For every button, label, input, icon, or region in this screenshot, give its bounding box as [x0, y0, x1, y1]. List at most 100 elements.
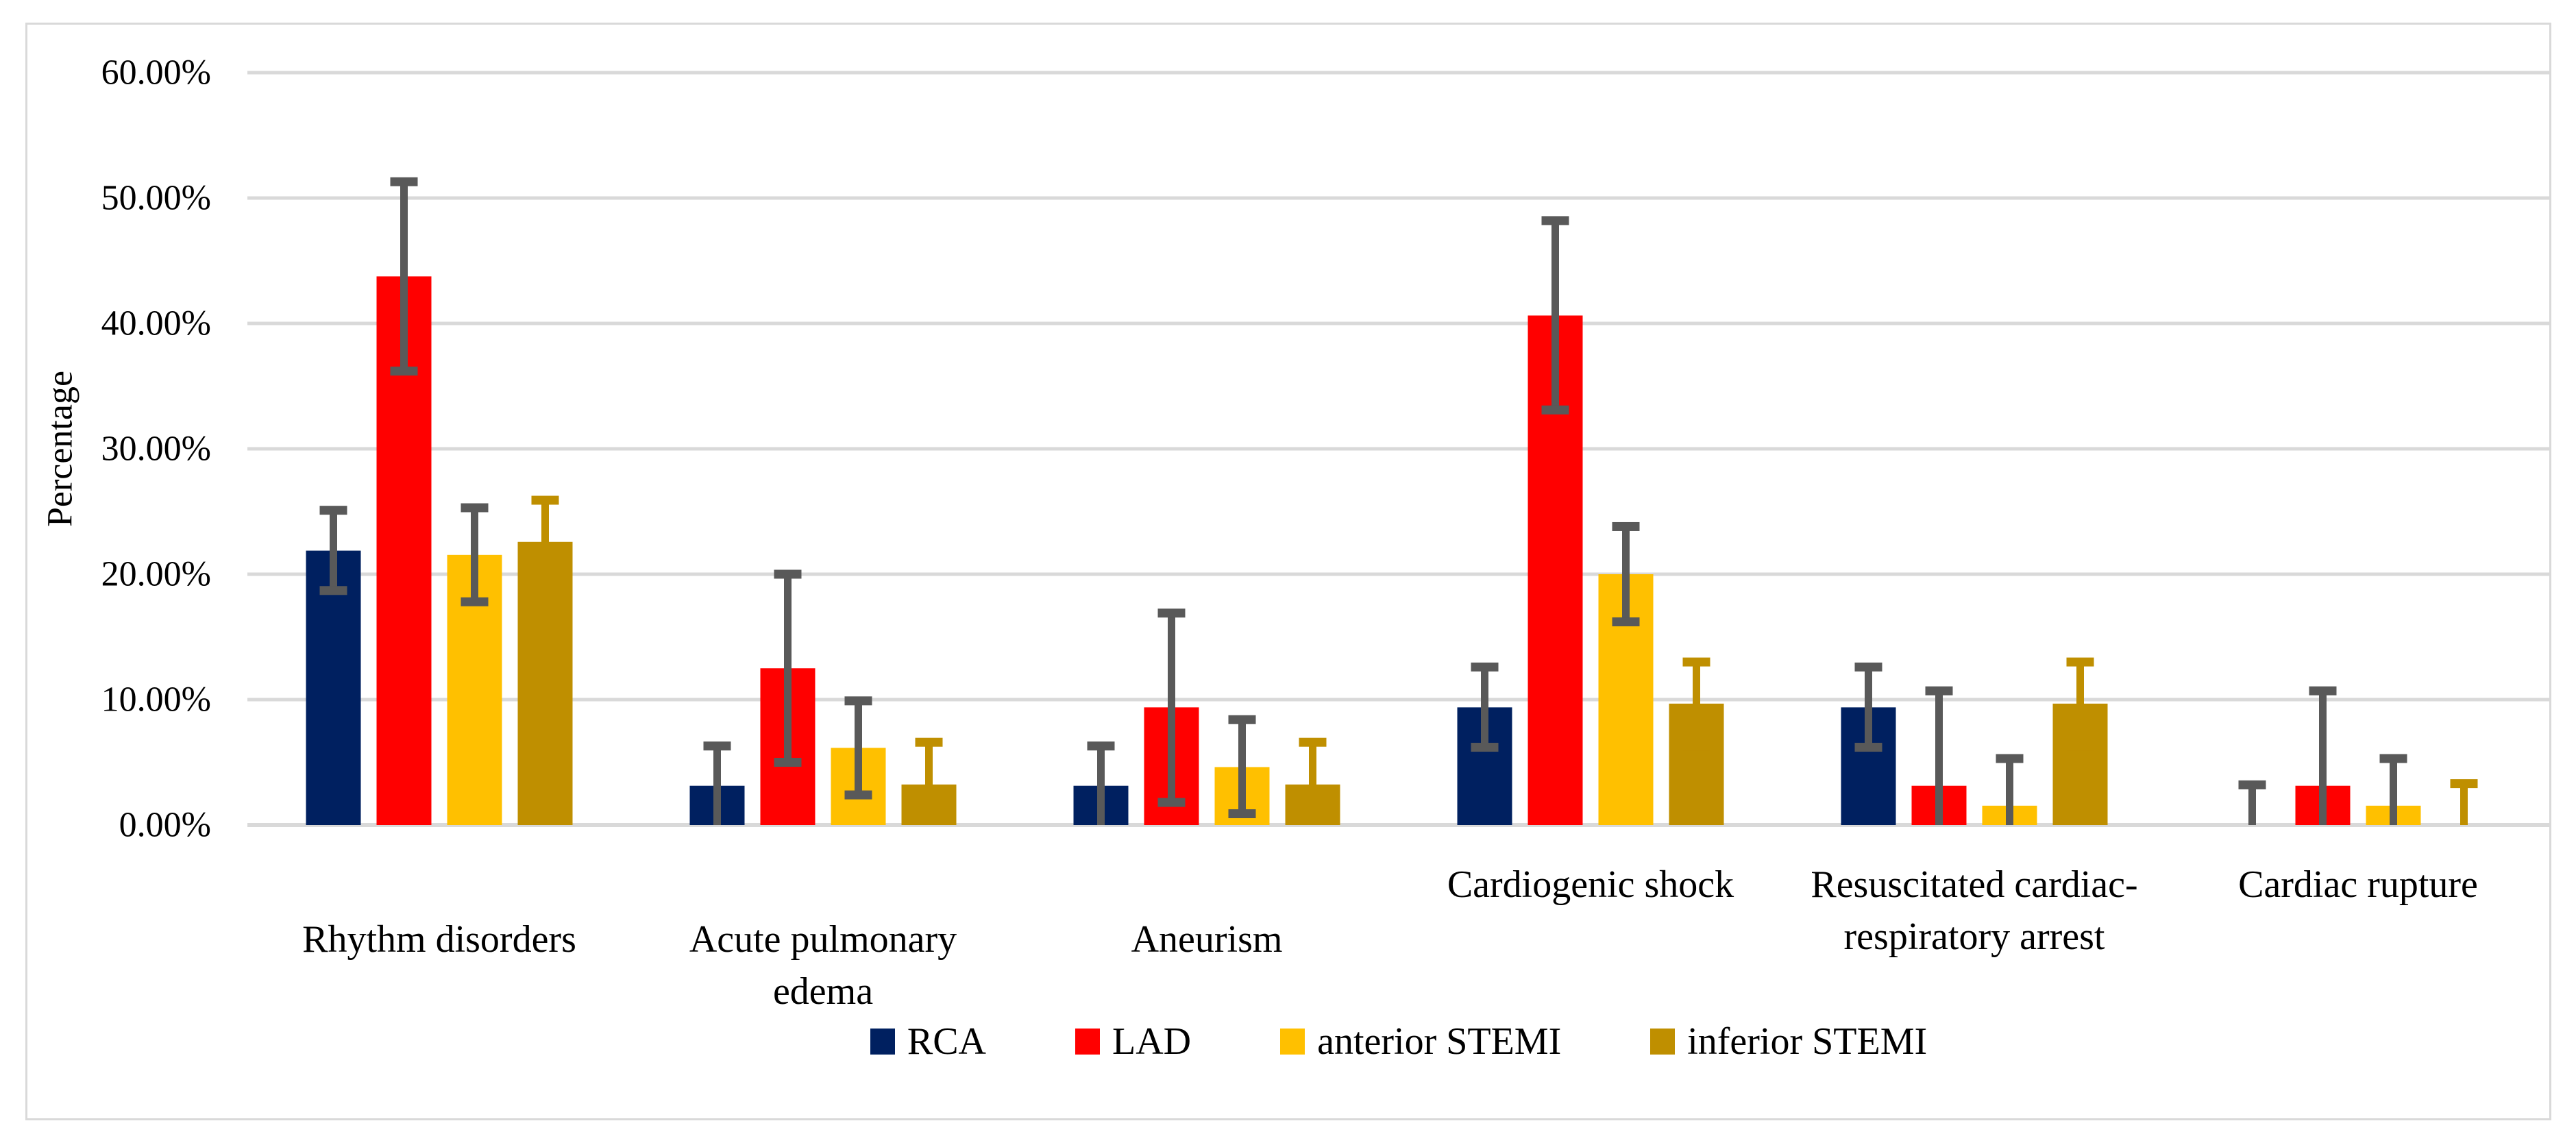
- legend-item-anterior-stemi: anterior STEMI: [1280, 1020, 1561, 1063]
- category-label-acute-pulmonary-edema: edema: [773, 970, 873, 1013]
- error-bar-anterior-stemi-resuscitated-cardiac-respiratory-arrest-cap-top: [1996, 754, 2024, 763]
- gridline: [247, 196, 2550, 200]
- error-bar-anterior-stemi-cardiogenic-shock: [1622, 526, 1630, 622]
- error-bar-inferior-stemi-cardiac-rupture-cap-top: [2450, 779, 2478, 789]
- legend-swatch-rca: [870, 1029, 895, 1055]
- error-bar-lad-cardiogenic-shock-cap-top: [1541, 216, 1569, 225]
- error-bar-rca-acute-pulmonary-edema: [713, 746, 721, 825]
- error-bar-inferior-stemi-cardiogenic-shock: [1693, 662, 1700, 746]
- y-tick-label: 20.00%: [101, 555, 211, 594]
- error-bar-inferior-stemi-cardiogenic-shock-cap-bottom: [1682, 741, 1710, 751]
- bar-rca-rhythm-disorders: [306, 550, 361, 825]
- error-bar-anterior-stemi-cardiac-rupture: [2390, 759, 2397, 825]
- error-bar-anterior-stemi-rhythm-disorders: [471, 508, 478, 602]
- gridline: [247, 572, 2550, 576]
- error-bar-anterior-stemi-resuscitated-cardiac-respiratory-arrest: [2006, 759, 2013, 825]
- error-bar-rca-aneurism: [1097, 746, 1105, 825]
- error-bar-inferior-stemi-rhythm-disorders-cap-top: [531, 495, 559, 505]
- error-bar-rca-cardiogenic-shock-cap-bottom: [1471, 743, 1499, 752]
- error-bar-rca-rhythm-disorders-cap-top: [319, 506, 347, 515]
- gridline: [247, 447, 2550, 451]
- error-bar-inferior-stemi-acute-pulmonary-edema-cap-top: [915, 737, 943, 747]
- error-bar-inferior-stemi-aneurism: [1309, 742, 1316, 825]
- error-bar-lad-acute-pulmonary-edema: [784, 574, 792, 763]
- error-bar-anterior-stemi-rhythm-disorders-cap-bottom: [461, 597, 489, 606]
- error-bar-lad-cardiac-rupture: [2319, 691, 2327, 825]
- legend-swatch-anterior-stemi: [1280, 1029, 1305, 1055]
- error-bar-inferior-stemi-rhythm-disorders: [541, 500, 549, 584]
- error-bar-rca-acute-pulmonary-edema-cap-top: [703, 741, 731, 751]
- error-bar-inferior-stemi-acute-pulmonary-edema: [925, 742, 933, 825]
- figure-border: [25, 23, 2551, 1120]
- y-tick-label: 0.00%: [119, 806, 211, 845]
- y-tick-label: 50.00%: [101, 179, 211, 218]
- error-bar-lad-acute-pulmonary-edema-cap-bottom: [774, 758, 802, 767]
- y-tick-label: 10.00%: [101, 680, 211, 719]
- legend-label-lad: LAD: [1112, 1020, 1192, 1063]
- x-axis-line: [247, 823, 2550, 827]
- error-bar-lad-rhythm-disorders-cap-top: [390, 177, 418, 186]
- gridline: [247, 698, 2550, 702]
- error-bar-rca-cardiogenic-shock-cap-top: [1471, 662, 1499, 672]
- error-bar-lad-acute-pulmonary-edema-cap-top: [774, 569, 802, 579]
- gridline: [247, 71, 2550, 75]
- error-bar-rca-cardiac-rupture-cap-top: [2238, 780, 2266, 789]
- error-bar-anterior-stemi-acute-pulmonary-edema: [855, 700, 862, 796]
- error-bar-anterior-stemi-acute-pulmonary-edema-cap-top: [844, 696, 872, 706]
- error-bar-anterior-stemi-aneurism-cap-bottom: [1228, 809, 1256, 819]
- category-label-resuscitated-cardiac-respiratory-arrest: Resuscitated cardiac-: [1811, 863, 2137, 906]
- category-label-resuscitated-cardiac-respiratory-arrest: respiratory arrest: [1844, 915, 2105, 958]
- legend-label-anterior-stemi: anterior STEMI: [1317, 1020, 1562, 1063]
- legend-swatch-lad: [1075, 1029, 1100, 1055]
- error-bar-lad-cardiogenic-shock-cap-bottom: [1541, 405, 1569, 415]
- error-bar-anterior-stemi-aneurism-cap-top: [1228, 715, 1256, 724]
- error-bar-anterior-stemi-acute-pulmonary-edema-cap-bottom: [844, 790, 872, 800]
- error-bar-rca-resuscitated-cardiac-respiratory-arrest: [1865, 667, 1872, 748]
- error-bar-lad-cardiac-rupture-cap-top: [2309, 686, 2337, 695]
- error-bar-lad-rhythm-disorders: [400, 182, 408, 371]
- error-bar-rca-rhythm-disorders-cap-bottom: [319, 586, 347, 595]
- error-bar-rca-cardiac-rupture: [2248, 785, 2256, 825]
- error-bar-lad-aneurism-cap-bottom: [1157, 798, 1186, 807]
- error-bar-anterior-stemi-cardiac-rupture-cap-top: [2379, 754, 2407, 763]
- error-bar-lad-aneurism: [1168, 613, 1175, 803]
- y-axis-title: Percentage: [41, 371, 80, 527]
- error-bar-lad-resuscitated-cardiac-respiratory-arrest: [1935, 691, 1943, 825]
- category-label-rhythm-disorders: Rhythm disorders: [302, 918, 576, 961]
- error-bar-inferior-stemi-rhythm-disorders-cap-bottom: [531, 580, 559, 589]
- error-bar-anterior-stemi-aneurism: [1238, 719, 1246, 814]
- y-tick-label: 60.00%: [101, 53, 211, 93]
- error-bar-lad-aneurism-cap-top: [1157, 608, 1186, 618]
- error-bar-anterior-stemi-rhythm-disorders-cap-top: [461, 503, 489, 513]
- error-bar-rca-resuscitated-cardiac-respiratory-arrest-cap-bottom: [1854, 743, 1882, 752]
- y-tick-label: 40.00%: [101, 304, 211, 343]
- error-bar-anterior-stemi-cardiogenic-shock-cap-bottom: [1612, 617, 1640, 627]
- error-bar-rca-cardiogenic-shock: [1481, 667, 1488, 748]
- legend-swatch-inferior-stemi: [1650, 1029, 1676, 1055]
- gridline: [247, 321, 2550, 325]
- category-label-acute-pulmonary-edema: Acute pulmonary: [689, 918, 957, 961]
- error-bar-lad-rhythm-disorders-cap-bottom: [390, 367, 418, 376]
- category-label-cardiogenic-shock: Cardiogenic shock: [1447, 863, 1734, 906]
- error-bar-inferior-stemi-aneurism-cap-top: [1299, 737, 1327, 747]
- category-label-cardiac-rupture: Cardiac rupture: [2238, 863, 2478, 906]
- legend-item-inferior-stemi: inferior STEMI: [1650, 1020, 1927, 1063]
- error-bar-rca-aneurism-cap-top: [1087, 741, 1115, 751]
- legend-label-rca: RCA: [907, 1020, 986, 1063]
- error-bar-inferior-stemi-resuscitated-cardiac-respiratory-arrest-cap-bottom: [2066, 741, 2094, 751]
- legend: RCA LAD anterior STEMI inferior STEMI: [247, 1019, 2550, 1064]
- error-bar-inferior-stemi-resuscitated-cardiac-respiratory-arrest: [2076, 662, 2084, 746]
- y-tick-label: 30.00%: [101, 430, 211, 469]
- category-label-aneurism: Aneurism: [1131, 918, 1283, 961]
- error-bar-rca-resuscitated-cardiac-respiratory-arrest-cap-top: [1854, 662, 1882, 672]
- legend-label-inferior-stemi: inferior STEMI: [1687, 1020, 1928, 1063]
- error-bar-lad-resuscitated-cardiac-respiratory-arrest-cap-top: [1925, 686, 1953, 695]
- error-bar-inferior-stemi-cardiac-rupture: [2460, 783, 2468, 825]
- bar-inferior-stemi-rhythm-disorders: [517, 541, 573, 825]
- error-bar-lad-cardiogenic-shock: [1551, 220, 1559, 410]
- error-bar-anterior-stemi-cardiogenic-shock-cap-top: [1612, 521, 1640, 531]
- error-bar-inferior-stemi-cardiogenic-shock-cap-top: [1682, 657, 1710, 667]
- legend-item-rca: RCA: [870, 1020, 986, 1063]
